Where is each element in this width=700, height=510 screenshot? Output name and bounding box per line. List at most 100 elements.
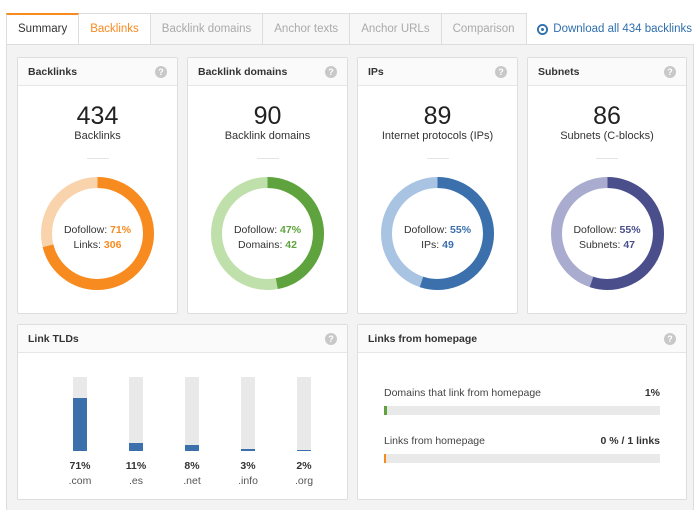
link-tlds-card: Link TLDs ? 71% .com 11% .es 8% .net 3% … <box>17 324 348 500</box>
donut-arc <box>41 177 154 290</box>
links-from-homepage-card: Links from homepage ? Domains that link … <box>357 324 687 500</box>
download-circle-icon <box>537 23 549 35</box>
tld-bar-track <box>297 377 311 451</box>
tab-comparison[interactable]: Comparison <box>441 13 527 45</box>
tld-bar-track <box>73 377 87 451</box>
tab-anchor-urls[interactable]: Anchor URLs <box>350 13 442 45</box>
tld-name: .net <box>183 475 201 487</box>
card-title: Backlink domains <box>198 65 288 78</box>
donut-legend: Dofollow: 47% Domains: 42 <box>188 223 347 253</box>
tld-percent: 11% <box>125 460 147 472</box>
subnets-card: Subnets ? 86 Subnets (C-blocks) Dofollow… <box>527 57 687 314</box>
dofollow-label: Dofollow: <box>573 224 617 236</box>
tab-summary[interactable]: Summary <box>6 13 80 45</box>
download-all-link[interactable]: Download all 434 backlinks <box>537 23 692 35</box>
metric-value: 86 <box>593 102 621 130</box>
links-value: 306 <box>103 239 122 251</box>
backlink-domains-card: Backlink domains ? 90 Backlink domains D… <box>187 57 348 314</box>
tab-backlink-domains[interactable]: Backlink domains <box>150 13 264 45</box>
progress-fill <box>384 454 386 463</box>
help-icon[interactable]: ? <box>664 65 676 78</box>
dofollow-label: Dofollow: <box>403 224 448 236</box>
help-icon[interactable]: ? <box>495 65 507 78</box>
tld-percent: 3% <box>240 460 256 472</box>
tab-anchor-texts[interactable]: Anchor texts <box>263 13 351 45</box>
donut-legend: Dofollow: 71% Links: 306 <box>18 223 177 253</box>
download-all-label: Download all 434 backlinks <box>553 23 692 35</box>
card-title: Links from homepage <box>368 332 478 345</box>
tld-name: .info <box>238 475 258 487</box>
card-header: Backlinks ? <box>18 58 177 86</box>
tab-bar: Summary Backlinks Backlink domains Ancho… <box>6 13 527 45</box>
backlinks-card: Backlinks ? 434 Backlinks Dofollow: 71% … <box>17 57 178 314</box>
tld-column-net: 8% .net <box>172 377 212 487</box>
tld-name: .org <box>294 475 314 487</box>
card-header: Subnets ? <box>528 58 686 86</box>
homepage-links-label: Links from homepage <box>384 435 485 447</box>
card-title: IPs <box>368 65 384 78</box>
donut-arc <box>551 177 664 290</box>
dofollow-value: 55% <box>450 224 472 236</box>
tld-bar-track <box>185 377 199 451</box>
tld-column-es: 11% .es <box>116 377 156 487</box>
homepage-links-row: Links from homepage 0 % / 1 links <box>384 435 660 463</box>
progress-track <box>384 406 660 415</box>
card-title: Backlinks <box>28 65 78 78</box>
tld-column-info: 3% .info <box>228 377 268 487</box>
dofollow-value: 71% <box>110 224 132 236</box>
subnets-value: 47 <box>623 239 636 251</box>
card-header: Link TLDs ? <box>18 325 347 353</box>
card-title: Subnets <box>538 65 580 78</box>
card-title: Link TLDs <box>28 332 79 345</box>
tld-bar <box>185 445 199 451</box>
homepage-domains-label: Domains that link from homepage <box>384 387 541 399</box>
dofollow-donut-chart <box>41 177 154 290</box>
help-icon[interactable]: ? <box>664 332 676 345</box>
divider <box>596 158 618 159</box>
tld-bar <box>129 442 143 451</box>
dofollow-value: 47% <box>280 224 302 236</box>
divider <box>256 158 279 159</box>
homepage-domains-row: Domains that link from homepage 1% <box>384 387 660 415</box>
subnets-label: Subnets: <box>578 239 621 251</box>
homepage-links-value: 0 % / 1 links <box>600 435 660 447</box>
domains-value: 42 <box>285 239 297 251</box>
help-icon[interactable]: ? <box>325 332 337 345</box>
divider <box>426 158 449 159</box>
dofollow-donut-chart <box>551 177 664 290</box>
metric-label: Backlink domains <box>224 130 311 142</box>
progress-track <box>384 454 660 463</box>
metric-label: Subnets (C-blocks) <box>560 130 654 142</box>
donut-arc <box>381 177 494 290</box>
help-icon[interactable]: ? <box>325 65 337 78</box>
dofollow-label: Dofollow: <box>63 224 108 236</box>
donut-legend: Dofollow: 55% IPs: 49 <box>358 223 517 253</box>
metric-value: 90 <box>253 102 282 130</box>
ips-label: IPs: <box>421 239 440 251</box>
dofollow-donut-chart <box>381 177 494 290</box>
ips-card: IPs ? 89 Internet protocols (IPs) Dofoll… <box>357 57 518 314</box>
card-header: IPs ? <box>358 58 517 86</box>
help-icon[interactable]: ? <box>155 65 167 78</box>
metric-label: Internet protocols (IPs) <box>381 130 494 142</box>
progress-fill <box>384 406 387 415</box>
card-header: Links from homepage ? <box>358 325 686 353</box>
tab-divider <box>6 44 694 45</box>
dofollow-label: Dofollow: <box>233 224 278 236</box>
metric-value: 434 <box>76 102 119 130</box>
tld-bar <box>297 449 311 451</box>
summary-panel: Backlinks ? 434 Backlinks Dofollow: 71% … <box>6 45 694 510</box>
tab-backlinks[interactable]: Backlinks <box>79 13 151 45</box>
metric-value: 89 <box>423 102 452 130</box>
divider <box>86 158 109 159</box>
tld-percent: 71% <box>69 460 91 472</box>
tld-column-com: 71% .com <box>60 377 100 487</box>
tld-column-org: 2% .org <box>284 377 324 487</box>
tld-bar <box>73 398 87 451</box>
ips-value: 49 <box>442 239 454 251</box>
links-label: Links: <box>73 239 101 251</box>
homepage-domains-value: 1% <box>644 387 660 399</box>
metric-label: Backlinks <box>74 130 121 142</box>
tld-bar <box>241 448 255 451</box>
tld-name: .es <box>128 475 143 487</box>
